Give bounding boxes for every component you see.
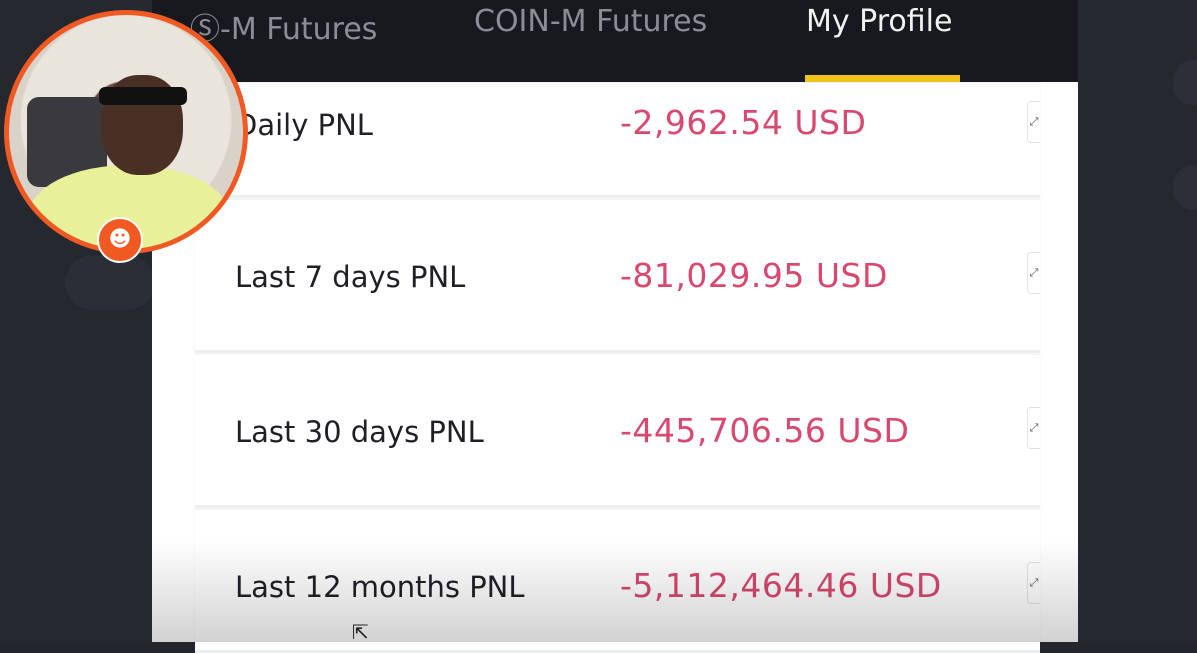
- tab-usds-m-futures[interactable]: Ⓢ-M Futures: [190, 12, 378, 47]
- pnl-value: -81,029.95 USD: [620, 256, 888, 295]
- expand-arrows-icon[interactable]: ⤢: [1027, 407, 1040, 449]
- mouse-pointer-icon: ⇱: [352, 620, 369, 644]
- background-shape: [1173, 60, 1197, 105]
- background-shape: [1173, 165, 1197, 210]
- pnl-value: -445,706.56 USD: [620, 411, 910, 450]
- pnl-label: Last 12 months PNL: [235, 570, 525, 604]
- pnl-row-daily: Daily PNL -2,962.54 USD ⤢: [195, 82, 1040, 198]
- pnl-label: Last 7 days PNL: [235, 260, 466, 294]
- pnl-label: Daily PNL: [235, 108, 373, 142]
- pnl-row-30d: Last 30 days PNL -445,706.56 USD ⤢: [195, 354, 1040, 508]
- headband: [99, 87, 187, 105]
- background-button-shape: [65, 255, 155, 310]
- pnl-row-12m: Last 12 months PNL -5,112,464.46 USD ⤢: [195, 509, 1040, 653]
- active-tab-indicator: [805, 75, 960, 82]
- streamer-badge-icon: ☻: [97, 217, 143, 263]
- tab-coin-m-futures[interactable]: COIN-M Futures: [474, 4, 708, 39]
- pnl-row-7d: Last 7 days PNL -81,029.95 USD ⤢: [195, 199, 1040, 353]
- expand-arrows-icon[interactable]: ⤢: [1027, 101, 1040, 143]
- pnl-value: -2,962.54 USD: [620, 103, 867, 142]
- tab-bar: Ⓢ-M Futures COIN-M Futures My Profile: [152, 0, 1078, 82]
- expand-arrows-icon[interactable]: ⤢: [1027, 252, 1040, 294]
- expand-arrows-icon[interactable]: ⤢: [1027, 562, 1040, 604]
- webcam-overlay: [4, 10, 248, 254]
- pnl-label: Last 30 days PNL: [235, 415, 484, 449]
- pnl-value: -5,112,464.46 USD: [620, 566, 942, 605]
- futures-panel: Ⓢ-M Futures COIN-M Futures My Profile Da…: [152, 0, 1078, 653]
- right-background: [1078, 0, 1197, 642]
- tab-my-profile[interactable]: My Profile: [806, 4, 953, 39]
